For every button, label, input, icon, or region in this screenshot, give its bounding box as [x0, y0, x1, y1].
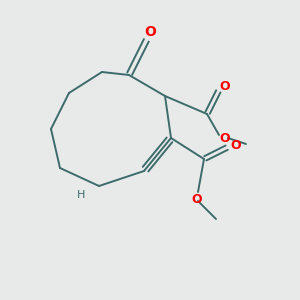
Text: O: O [230, 139, 241, 152]
Text: O: O [191, 193, 202, 206]
Text: H: H [77, 190, 85, 200]
Text: O: O [220, 131, 230, 145]
Text: O: O [144, 25, 156, 38]
Text: O: O [220, 80, 230, 94]
